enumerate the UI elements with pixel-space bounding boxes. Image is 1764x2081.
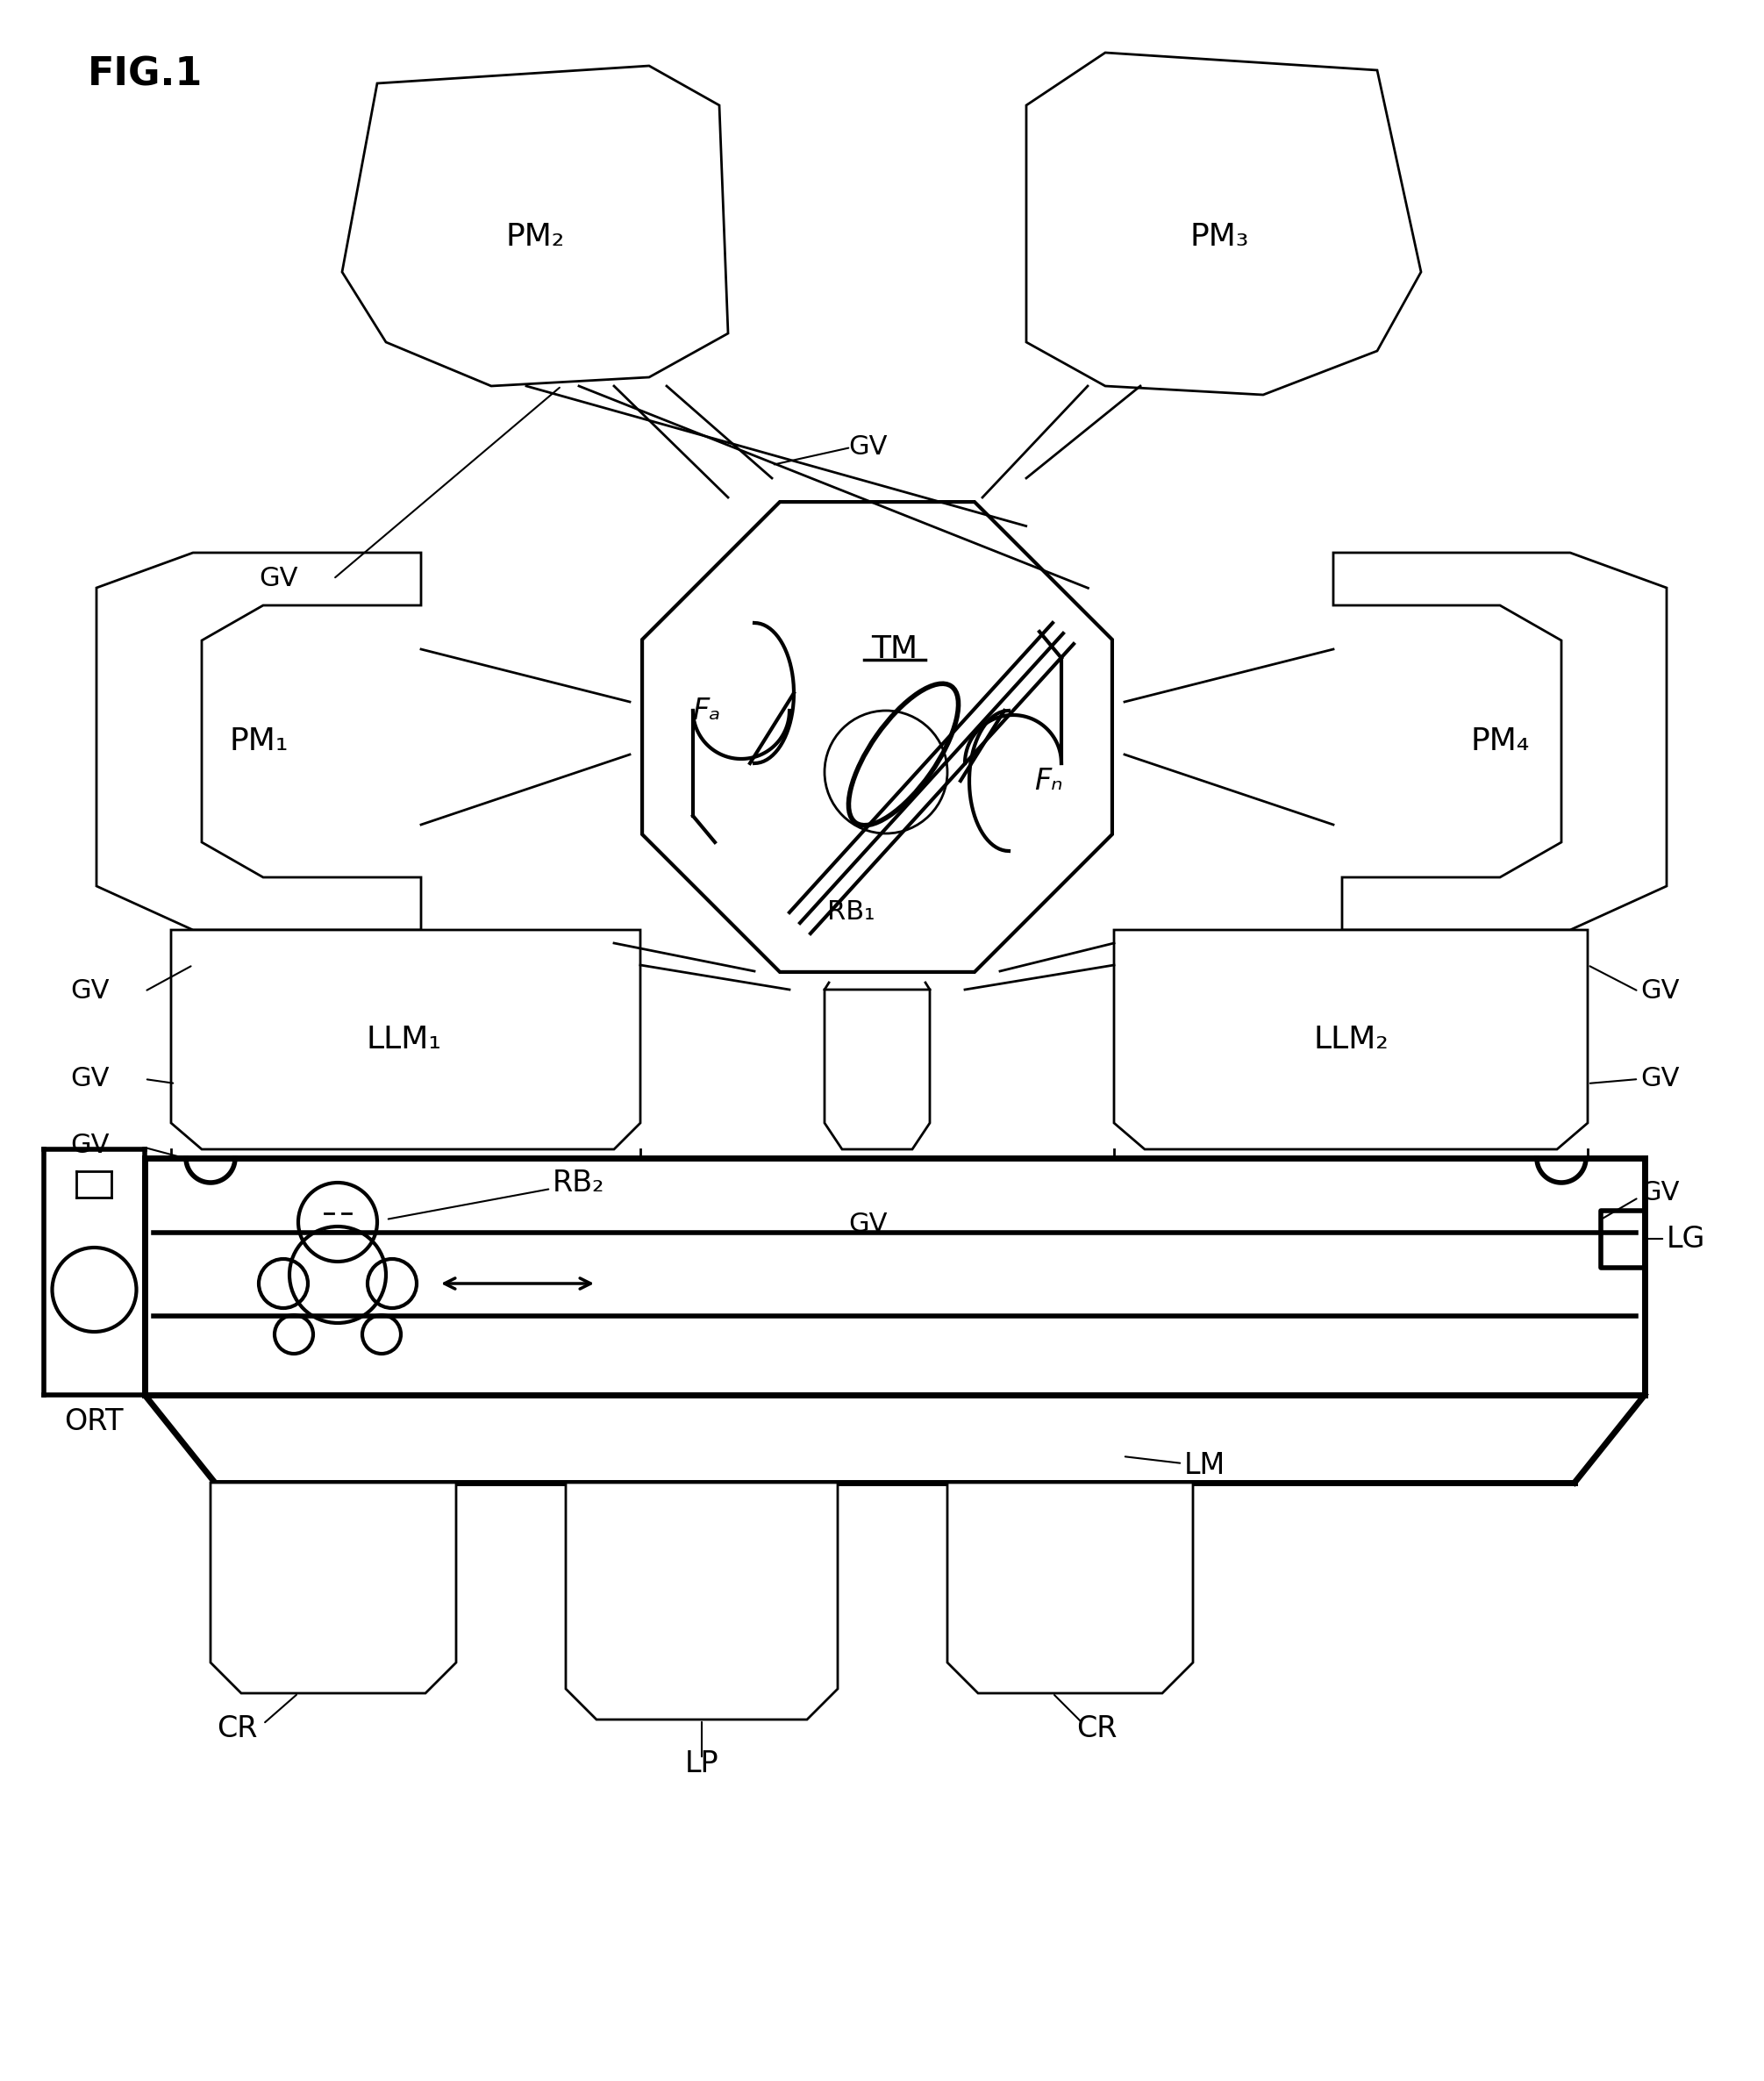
Text: CR: CR xyxy=(1076,1715,1117,1742)
Text: RB₂: RB₂ xyxy=(552,1167,605,1197)
Text: GV: GV xyxy=(259,566,298,591)
Text: LM: LM xyxy=(1184,1450,1226,1480)
Text: GV: GV xyxy=(1641,978,1679,1005)
Polygon shape xyxy=(1115,930,1588,1149)
Polygon shape xyxy=(1334,554,1667,930)
Text: LP: LP xyxy=(684,1748,718,1777)
Polygon shape xyxy=(210,1482,457,1694)
Polygon shape xyxy=(566,1482,838,1719)
Text: CR: CR xyxy=(217,1715,258,1742)
Text: PM₁: PM₁ xyxy=(229,726,288,755)
Text: Fₐ: Fₐ xyxy=(691,697,720,724)
Text: GV: GV xyxy=(848,435,887,460)
Polygon shape xyxy=(171,930,640,1149)
Text: RB₁: RB₁ xyxy=(827,899,875,926)
Text: GV: GV xyxy=(848,1211,887,1236)
Text: GV: GV xyxy=(71,1065,109,1093)
Text: GV: GV xyxy=(71,1132,109,1157)
Text: LLM₂: LLM₂ xyxy=(1312,1024,1388,1055)
Polygon shape xyxy=(342,67,729,385)
Text: GV: GV xyxy=(1641,1065,1679,1093)
Polygon shape xyxy=(642,502,1111,972)
Text: PM₄: PM₄ xyxy=(1471,726,1529,755)
Text: LG: LG xyxy=(1667,1224,1706,1253)
Polygon shape xyxy=(947,1482,1192,1694)
Text: GV: GV xyxy=(1641,1180,1679,1205)
Text: GV: GV xyxy=(71,978,109,1005)
Text: TM: TM xyxy=(871,635,917,664)
Text: LLM₁: LLM₁ xyxy=(365,1024,441,1055)
Text: PM₂: PM₂ xyxy=(506,223,564,252)
Text: ORT: ORT xyxy=(64,1407,123,1436)
Text: PM₃: PM₃ xyxy=(1189,223,1249,252)
Text: FIG.1: FIG.1 xyxy=(88,56,203,94)
Polygon shape xyxy=(97,554,422,930)
Polygon shape xyxy=(824,991,930,1149)
Polygon shape xyxy=(1027,52,1422,395)
Text: Fₙ: Fₙ xyxy=(1034,766,1062,795)
